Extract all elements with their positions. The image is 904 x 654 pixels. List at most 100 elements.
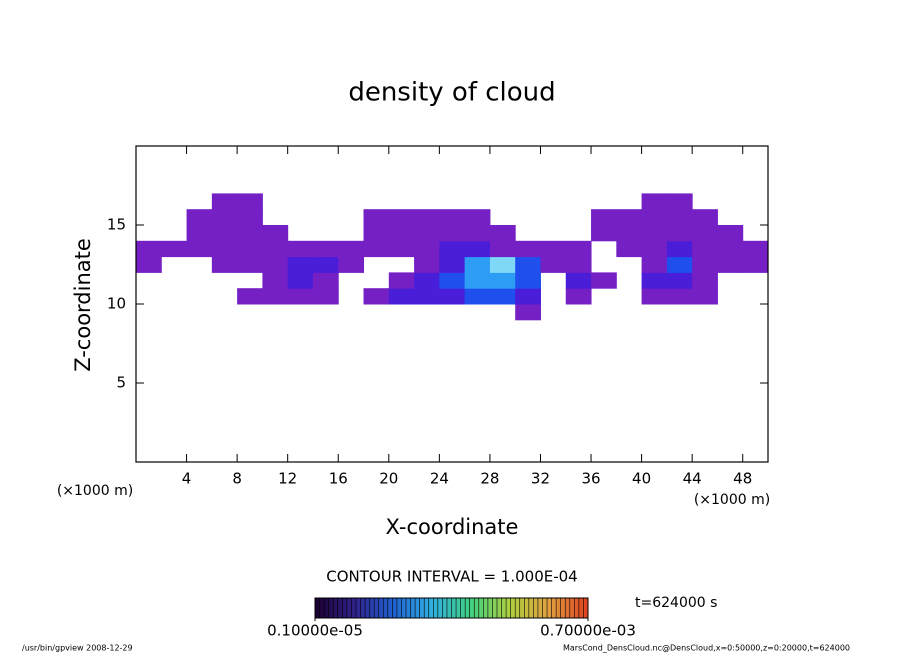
- contour-cell: [363, 209, 390, 226]
- contour-cell: [464, 225, 491, 242]
- contour-cell: [262, 209, 288, 225]
- contour-cell: [211, 225, 238, 242]
- contour-cell: [591, 209, 617, 226]
- contour-cell: [717, 288, 743, 304]
- contour-cell: [287, 256, 314, 273]
- contour-cell: [237, 288, 263, 305]
- footer-left: /usr/bin/gpview 2008-12-29: [22, 644, 133, 653]
- contour-cell: [287, 240, 314, 258]
- contour-cell: [262, 193, 288, 209]
- contour-cell: [262, 288, 289, 305]
- contour-cell: [540, 272, 566, 288]
- contour-cell: [591, 241, 617, 257]
- contour-cell: [186, 225, 213, 242]
- contour-cell: [363, 240, 390, 258]
- contour-cell: [262, 304, 288, 320]
- contour-cell: [187, 288, 213, 304]
- x-tick-label: 32: [531, 470, 550, 488]
- contour-cell: [666, 240, 693, 258]
- contour-cell: [641, 240, 668, 258]
- contour-cell: [136, 225, 162, 241]
- contour-cell: [237, 209, 263, 226]
- contour-cell: [414, 304, 440, 320]
- contour-cell: [692, 288, 718, 305]
- footer-right: MarsCond_DensCloud.nc@DensCloud,x=0:5000…: [563, 644, 850, 653]
- contour-cell: [313, 304, 339, 320]
- contour-cell: [237, 256, 263, 273]
- contour-cell: [237, 225, 263, 242]
- contour-cell: [465, 193, 491, 209]
- contour-cell: [515, 304, 541, 321]
- contour-cell: [667, 304, 693, 320]
- contour-cell: [616, 193, 642, 209]
- contour-cell: [616, 257, 642, 273]
- contour-cell: [742, 240, 769, 258]
- contour-cell: [287, 272, 314, 289]
- contour-cell: [666, 225, 693, 242]
- contour-cell: [262, 225, 289, 242]
- contour-cell: [313, 225, 339, 241]
- contour-cell: [313, 209, 339, 225]
- contour-cell: [338, 193, 364, 209]
- contour-cell: [212, 272, 238, 288]
- x-tick-label: 44: [683, 470, 702, 488]
- contour-cell: [211, 240, 238, 258]
- contour-cell: [692, 209, 718, 226]
- contour-cell: [288, 225, 314, 241]
- x-tick-label: 16: [329, 470, 348, 488]
- contour-cell: [489, 225, 516, 242]
- contour-cell: [566, 209, 592, 225]
- contour-cell: [566, 225, 592, 241]
- contour-cell: [136, 193, 162, 209]
- contour-cell: [743, 225, 769, 241]
- contour-cell: [489, 240, 516, 258]
- contour-cell: [211, 209, 238, 226]
- contour-cell: [642, 304, 668, 320]
- x-axis-label: X-coordinate: [386, 515, 519, 539]
- contour-cell: [743, 304, 769, 320]
- contour-cell: [565, 288, 592, 305]
- contour-cell: [136, 288, 162, 304]
- contour-cell: [287, 288, 314, 305]
- contour-cell: [414, 240, 440, 258]
- contour-cell: [262, 272, 289, 289]
- y-tick-label: 15: [107, 216, 126, 234]
- y-axis-label: Z-coordinate: [71, 238, 95, 372]
- contour-cell: [666, 193, 693, 210]
- contour-cell: [616, 240, 643, 258]
- contour-cell: [717, 193, 743, 209]
- contour-cell: [439, 288, 466, 305]
- contour-cell: [515, 240, 541, 258]
- contour-cell: [313, 193, 339, 209]
- contour-cell: [641, 272, 668, 289]
- contour-cell: [464, 209, 491, 226]
- contour-cell: [666, 288, 693, 305]
- contour-cell: [187, 272, 213, 288]
- contour-cell: [187, 304, 213, 320]
- contour-cell: [717, 272, 743, 288]
- contour-cell: [666, 209, 693, 226]
- x-unit: (×1000 m): [694, 492, 770, 508]
- contour-cell: [288, 209, 314, 225]
- contour-cell: [312, 272, 339, 289]
- contour-cell: [312, 288, 339, 305]
- contour-cell: [161, 304, 187, 320]
- contour-cell: [489, 288, 516, 305]
- contour-cell: [338, 256, 365, 273]
- contour-cell: [439, 240, 466, 258]
- contour-cell: [161, 225, 187, 241]
- contour-cell: [389, 304, 415, 320]
- y-tick-label: 10: [107, 295, 126, 313]
- contour-cell: [338, 272, 364, 288]
- contour-cell: [414, 193, 440, 209]
- contour-cell: [540, 288, 566, 304]
- contour-cell: [641, 288, 668, 305]
- contour-cell: [742, 256, 769, 273]
- contour-cell: [161, 257, 187, 273]
- contour-cell: [591, 257, 617, 273]
- contour-cell: [540, 193, 566, 209]
- contour-cell: [262, 256, 289, 273]
- contour-cell: [338, 209, 364, 225]
- x-tick-label: 28: [480, 470, 499, 488]
